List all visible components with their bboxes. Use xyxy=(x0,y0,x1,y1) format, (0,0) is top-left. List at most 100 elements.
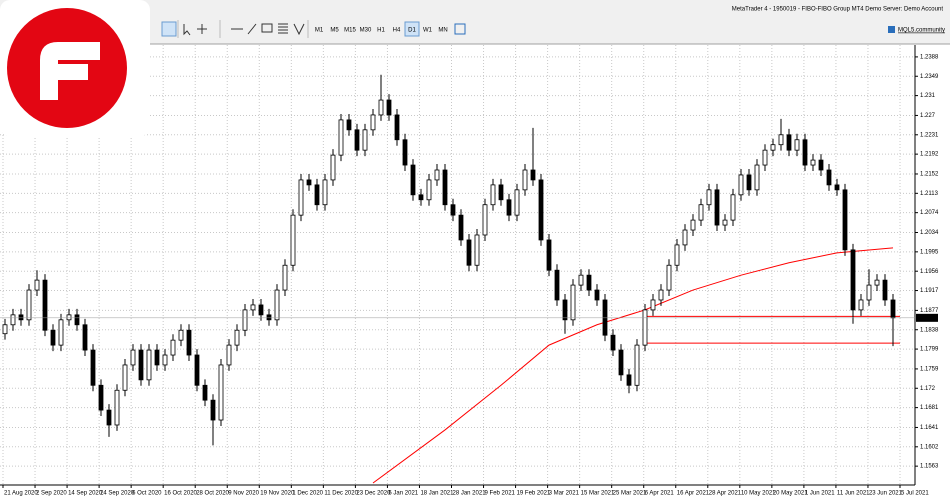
y-tick-label: 1.1838 xyxy=(920,327,939,333)
candle-body xyxy=(26,289,32,321)
candle-body xyxy=(162,354,168,366)
candle-body xyxy=(242,309,248,331)
x-tick-label: 1 Jun 2021 xyxy=(805,491,835,497)
candle-body xyxy=(498,184,504,201)
y-tick-label: 1.1681 xyxy=(920,405,939,411)
cursor-tool[interactable] xyxy=(183,24,191,36)
candle-body xyxy=(706,189,712,206)
candle-body xyxy=(58,319,64,346)
tool-button[interactable] xyxy=(161,21,177,37)
candle-body xyxy=(410,164,416,196)
shapes-tool[interactable] xyxy=(293,23,305,36)
x-tick-label: 1 Dec 2020 xyxy=(292,491,323,497)
y-tick-label: 1.1759 xyxy=(920,367,939,373)
text-tool[interactable] xyxy=(261,23,273,33)
candle-body xyxy=(650,299,656,311)
candle-body xyxy=(586,274,592,291)
y-tick-label: 1.2231 xyxy=(920,132,939,138)
candle-body xyxy=(418,194,424,201)
candle-body xyxy=(98,384,104,411)
current-price-label: 1.1862 xyxy=(919,315,938,321)
crosshair-tool[interactable] xyxy=(197,24,207,34)
x-tick-label: 16 Oct 2020 xyxy=(164,491,197,497)
candle-body xyxy=(682,229,688,246)
x-tick-label: 19 Nov 2020 xyxy=(260,491,295,497)
timeframe-button[interactable]: W1 xyxy=(423,28,433,34)
candle-body xyxy=(818,159,824,171)
candle-body xyxy=(74,314,80,326)
candle-body xyxy=(90,349,96,386)
y-tick-label: 1.1563 xyxy=(920,464,939,470)
timeframe-button[interactable]: D1 xyxy=(408,28,416,34)
candle-body xyxy=(186,329,192,356)
candle-body xyxy=(618,349,624,376)
x-tick-label: 23 Jun 2021 xyxy=(869,491,903,497)
candle-body xyxy=(522,169,528,191)
x-tick-label: 11 Jun 2021 xyxy=(837,491,870,497)
candle-body xyxy=(370,114,376,131)
x-tick-label: 28 Oct 2020 xyxy=(196,491,229,497)
candle-body xyxy=(122,364,128,391)
candle-body xyxy=(530,169,536,181)
candle-body xyxy=(514,189,520,216)
candle-body xyxy=(290,214,296,266)
x-tick-label: 28 Apr 2021 xyxy=(709,491,742,497)
candle-body xyxy=(642,309,648,346)
x-tick-label: 3 Mar 2021 xyxy=(549,491,580,497)
candle-body xyxy=(394,114,400,141)
x-tick-label: 10 May 2021 xyxy=(741,491,776,497)
candle-body xyxy=(226,344,232,366)
y-tick-label: 1.1641 xyxy=(920,425,939,431)
candle-body xyxy=(882,279,888,301)
candle-body xyxy=(658,289,664,301)
candle-body xyxy=(298,179,304,216)
candle-body xyxy=(762,149,768,166)
templates-tool[interactable] xyxy=(454,23,466,35)
candle-body xyxy=(578,274,584,286)
candle-body xyxy=(338,119,344,156)
link[interactable]: MQL5.community xyxy=(888,26,945,34)
candle-body xyxy=(378,99,384,116)
timeframe-button[interactable]: M5 xyxy=(330,28,339,34)
candle-body xyxy=(354,129,360,151)
timeframe-bar: M1 M5 M15 M30 H1 H4 D1 W1 MN xyxy=(315,21,448,37)
candle-body xyxy=(314,184,320,206)
candle-body xyxy=(722,219,728,226)
timeframe-button[interactable]: M15 xyxy=(344,28,356,34)
candle-body xyxy=(874,279,880,286)
x-tick-label: 24 Sep 2020 xyxy=(100,491,135,497)
timeframe-button[interactable]: H1 xyxy=(377,28,385,34)
candle-body xyxy=(786,134,792,151)
candle-body xyxy=(754,164,760,191)
y-tick-label: 1.2388 xyxy=(920,54,939,60)
candle-body xyxy=(442,169,448,206)
timeframe-button[interactable]: H4 xyxy=(393,28,401,34)
x-tick-label: 21 Aug 2020 xyxy=(4,491,38,497)
candle-body xyxy=(266,314,272,321)
candle-body xyxy=(778,134,784,146)
candle-body xyxy=(730,194,736,221)
candle-body xyxy=(210,399,216,421)
x-tick-label: 15 Mar 2021 xyxy=(581,491,615,497)
candle-body xyxy=(130,349,136,366)
candle-body xyxy=(770,144,776,151)
fibo-tool[interactable] xyxy=(278,23,288,34)
timeframe-button[interactable]: MN xyxy=(438,28,447,34)
trendline-tool[interactable] xyxy=(247,23,257,35)
candle-body xyxy=(434,169,440,181)
candle-body xyxy=(466,239,472,266)
candle-body xyxy=(842,189,848,251)
candle-body xyxy=(66,314,72,321)
candle-body xyxy=(810,159,816,166)
logo xyxy=(0,0,150,136)
candle-body xyxy=(482,204,488,236)
link-text[interactable]: MQL5.community xyxy=(898,28,945,34)
y-tick-label: 1.2034 xyxy=(920,230,939,236)
candle-body xyxy=(738,174,744,196)
timeframe-button[interactable]: M30 xyxy=(360,28,372,34)
candle-body xyxy=(610,334,616,351)
tools xyxy=(161,20,466,38)
timeframe-button[interactable]: M1 xyxy=(315,28,324,34)
